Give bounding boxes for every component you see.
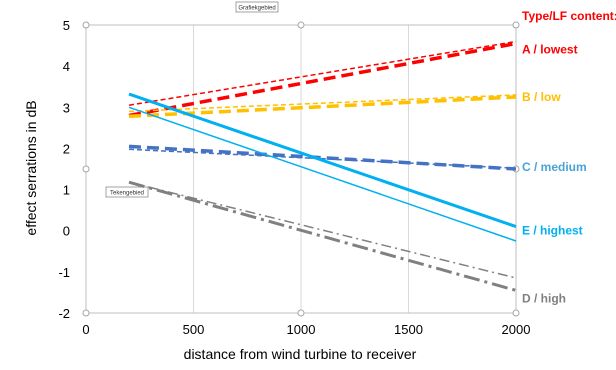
legend-item: D / high xyxy=(522,292,566,306)
y-tick-label: 3 xyxy=(63,100,70,115)
annotation-box xyxy=(105,186,149,198)
annotations: Grafiekgebied Tekengebied xyxy=(105,1,279,198)
selection-handle xyxy=(82,165,90,173)
legend-item: A / lowest xyxy=(522,43,578,57)
series-line-1 xyxy=(128,40,517,106)
annotation-text: Tekengebied xyxy=(110,191,144,197)
y-tick-label: 1 xyxy=(63,183,70,198)
y-axis-title: effect serrations in dB xyxy=(23,100,39,235)
x-tick-label: 1500 xyxy=(394,322,423,337)
legend-item: C / medium xyxy=(522,160,587,174)
selection-handle xyxy=(82,309,90,317)
series-line-9 xyxy=(128,181,517,279)
annotation-grafiekgebied: Grafiekgebied xyxy=(235,1,279,13)
y-tick-label: 4 xyxy=(63,59,70,74)
tick-labels: 0 500 1000 1500 2000 -2 -1 0 1 2 3 4 5 xyxy=(58,18,530,337)
series-line-2 xyxy=(128,95,517,119)
annotation-text: Grafiekgebied xyxy=(238,6,275,12)
x-axis-title: distance from wind turbine to receiver xyxy=(184,346,417,362)
legend-item: B / low xyxy=(522,90,561,104)
series-line-5 xyxy=(128,148,517,169)
series-line-3 xyxy=(128,94,517,113)
x-tick-label: 500 xyxy=(183,322,205,337)
y-tick-label: 0 xyxy=(63,224,70,239)
series-line-0 xyxy=(128,41,517,118)
legend-item: E / highest xyxy=(522,224,583,238)
annotation-box xyxy=(235,1,279,13)
legend: A / lowest B / low C / medium E / highest D … xyxy=(522,43,587,306)
series-line-7 xyxy=(128,106,517,242)
x-tick-label: 1000 xyxy=(287,322,316,337)
selection-handle xyxy=(512,21,520,29)
selection-handle xyxy=(82,21,90,29)
y-tick-label: -1 xyxy=(58,265,70,280)
selection-handle xyxy=(512,309,520,317)
y-tick-label: 5 xyxy=(63,18,70,33)
annotation-tekengebied: Tekengebied xyxy=(105,186,149,198)
x-tick-label: 2000 xyxy=(502,322,531,337)
series-line-6 xyxy=(128,92,517,229)
series-line-4 xyxy=(128,144,517,171)
y-tick-label: 2 xyxy=(63,141,70,156)
x-tick-label: 0 xyxy=(82,322,89,337)
series-line-8 xyxy=(128,180,517,292)
selection-handle xyxy=(297,21,305,29)
selection-handle xyxy=(297,309,305,317)
y-tick-label: -2 xyxy=(58,306,70,321)
series-lines xyxy=(128,40,517,292)
legend-title: Type/LF content: xyxy=(522,9,616,23)
grid xyxy=(85,25,517,313)
